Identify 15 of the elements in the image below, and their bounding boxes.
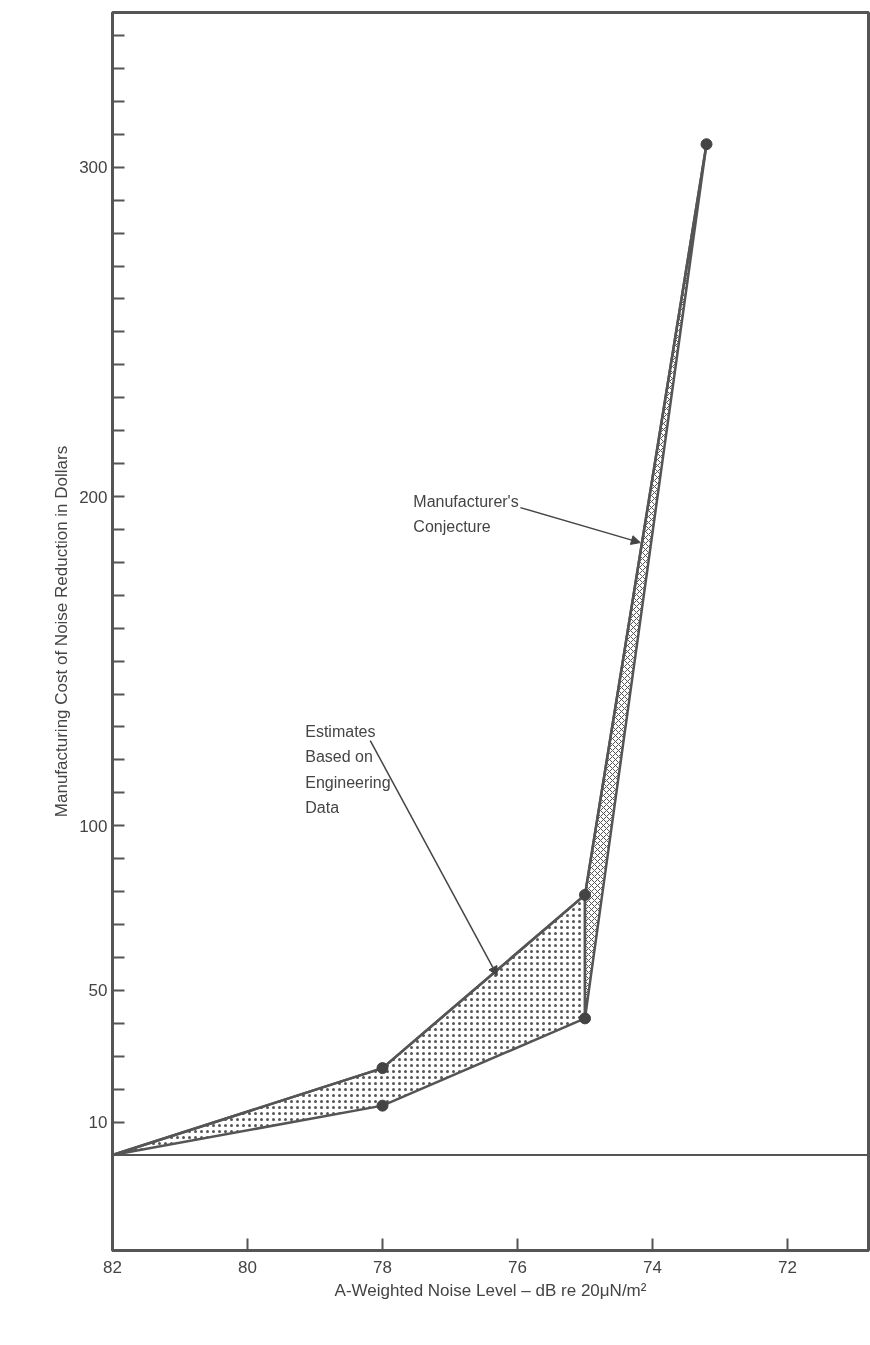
y-tick-label: 300 bbox=[79, 158, 108, 178]
annotation: Manufacturer's Conjecture bbox=[413, 492, 519, 536]
y-axis-title: Manufacturing Cost of Noise Reduction in Dollars bbox=[52, 445, 72, 818]
x-tick-label: 72 bbox=[778, 1257, 797, 1277]
x-tick-label: 78 bbox=[373, 1257, 392, 1277]
annotation: Estimates Based on Engineering Data bbox=[305, 722, 391, 817]
x-axis-title: A-Weighted Noise Level – dB re 20μN/m² bbox=[334, 1280, 647, 1300]
x-tick-label: 80 bbox=[238, 1257, 257, 1277]
y-tick-label: 100 bbox=[79, 816, 108, 836]
x-tick-label: 74 bbox=[643, 1257, 662, 1277]
x-tick-label: 82 bbox=[103, 1257, 122, 1277]
y-tick-label: 200 bbox=[79, 487, 108, 507]
y-tick-label: 50 bbox=[88, 981, 108, 1001]
x-tick-label: 76 bbox=[508, 1257, 527, 1277]
y-tick-label: 10 bbox=[88, 1113, 108, 1133]
